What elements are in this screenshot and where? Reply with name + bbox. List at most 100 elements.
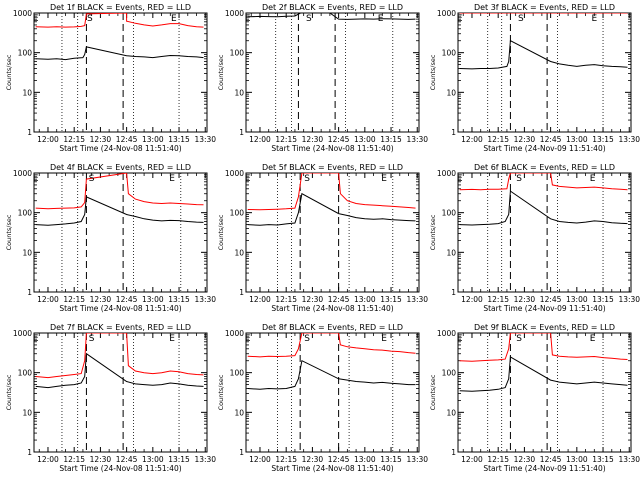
series-line-lld [35,173,204,210]
event-marker-label: S [87,14,93,24]
x-axis-label: Start Time (24-Nov-08 11:51:40) [271,144,393,153]
x-tick-label: 13:00 [566,135,588,144]
x-tick-label: 13:30 [194,295,216,304]
event-marker-label: E [591,14,597,24]
series-line-lld [459,333,628,362]
series-line-lld [247,173,416,211]
x-axis-label: Start Time (24-Nov-08 11:51:40) [271,304,393,313]
x-tick-label: 12:15 [63,135,85,144]
x-tick-label: 12:45 [116,295,138,304]
y-tick-label: 1000 [225,169,244,178]
x-tick-label: 12:15 [487,135,509,144]
chart-panel-2: Det 2f BLACK = Events, RED = LLD 1 10 100 10… [217,3,428,153]
plot-frame [245,12,420,133]
y-tick-label: 1 [239,128,244,137]
series-line-events [35,46,204,61]
y-tick-label: 100 [18,49,33,58]
x-tick-label: 13:30 [406,455,428,464]
x-tick-label: 13:00 [354,455,376,464]
x-tick-label: 13:30 [194,135,216,144]
x-axis-label: Start Time (24-Nov-08 11:51:40) [59,144,181,153]
y-tick-label: 1 [451,448,456,457]
event-marker-label: E [169,334,175,344]
chart-panel-6: Det 6f BLACK = Events, RED = LLD 1 10 100 10… [429,163,640,313]
y-tick-label: 1000 [437,9,456,18]
x-tick-label: 13:00 [566,295,588,304]
x-tick-label: 13:30 [618,455,640,464]
y-tick-label: 10 [22,88,32,97]
y-tick-label: 100 [442,49,457,58]
event-marker-label: S [89,174,95,184]
x-tick-label: 12:15 [275,135,297,144]
y-tick-label: 1000 [437,169,456,178]
x-tick-label: 13:30 [406,295,428,304]
x-tick-label: 12:15 [487,455,509,464]
x-tick-label: 12:30 [90,295,112,304]
event-marker-label: S [304,334,310,344]
event-marker-label: E [457,14,463,24]
y-tick-label: 100 [18,209,33,218]
x-tick-label: 12:30 [90,455,112,464]
x-tick-label: 13:00 [142,455,164,464]
chart-title: Det 4f BLACK = Events, RED = LLD [50,163,191,172]
chart-title: Det 1f BLACK = Events, RED = LLD [50,3,191,12]
x-tick-label: 12:00 [249,455,271,464]
x-axis-label: Start Time (24-Nov-08 11:51:40) [271,464,393,473]
chart-title: Det 9f BLACK = Events, RED = LLD [474,323,615,332]
y-tick-label: 1 [239,288,244,297]
x-tick-label: 12:15 [275,455,297,464]
x-tick-label: 12:00 [37,295,59,304]
y-tick-label: 1 [27,288,32,297]
y-tick-label: 100 [230,49,245,58]
x-tick-label: 12:00 [461,455,483,464]
y-tick-label: 1000 [13,169,32,178]
event-marker-label: S [516,174,522,184]
series-line-lld [459,173,628,191]
x-tick-label: 13:00 [142,135,164,144]
y-tick-label: 10 [234,408,244,417]
series-line-events [459,39,628,70]
x-tick-label: 13:15 [168,135,190,144]
event-marker-label: E [33,174,39,184]
event-marker-label: E [381,174,387,184]
y-tick-label: 1000 [437,329,456,338]
x-tick-label: 12:30 [514,455,536,464]
x-tick-label: 13:15 [168,455,190,464]
x-tick-label: 12:30 [302,135,324,144]
x-tick-label: 13:15 [592,455,614,464]
chart-panel-5: Det 5f BLACK = Events, RED = LLD 1 10 100 10… [217,163,428,313]
event-marker-label: E [245,174,251,184]
event-marker-label: E [378,14,384,24]
event-marker-label: E [33,14,39,24]
chart-panel-8: Det 8f BLACK = Events, RED = LLD 1 10 100 10… [217,323,428,473]
x-tick-label: 12:30 [90,135,112,144]
y-tick-label: 10 [446,248,456,257]
x-tick-label: 12:15 [275,295,297,304]
x-tick-label: 13:00 [142,295,164,304]
x-tick-label: 13:30 [406,135,428,144]
x-tick-label: 12:45 [116,135,138,144]
series-line-events [247,192,416,226]
y-tick-label: 100 [230,209,245,218]
x-tick-label: 12:45 [328,295,350,304]
y-tick-label: 1 [451,288,456,297]
x-tick-label: 12:00 [461,295,483,304]
series-line-lld [35,13,204,28]
series-line-events [459,190,628,226]
y-axis-label: Counts/sec [217,374,225,410]
event-marker-label: E [169,174,175,184]
event-marker-label: S [518,14,524,24]
x-tick-label: 12:15 [487,295,509,304]
chart-title: Det 6f BLACK = Events, RED = LLD [474,163,615,172]
y-tick-label: 10 [446,88,456,97]
chart-panel-3: Det 3f BLACK = Events, RED = LLD 1 10 100 10… [429,3,640,153]
event-marker-label: E [33,334,39,344]
x-axis-label: Start Time (24-Nov-09 11:51:40) [483,144,605,153]
x-axis-label: Start Time (24-Nov-08 11:51:40) [59,464,181,473]
x-tick-label: 12:00 [249,135,271,144]
event-marker-label: E [245,334,251,344]
y-tick-label: 10 [234,88,244,97]
event-marker-label: E [381,334,387,344]
chart-panel-9: Det 9f BLACK = Events, RED = LLD 1 10 100 10… [429,323,640,473]
y-tick-label: 1000 [225,329,244,338]
